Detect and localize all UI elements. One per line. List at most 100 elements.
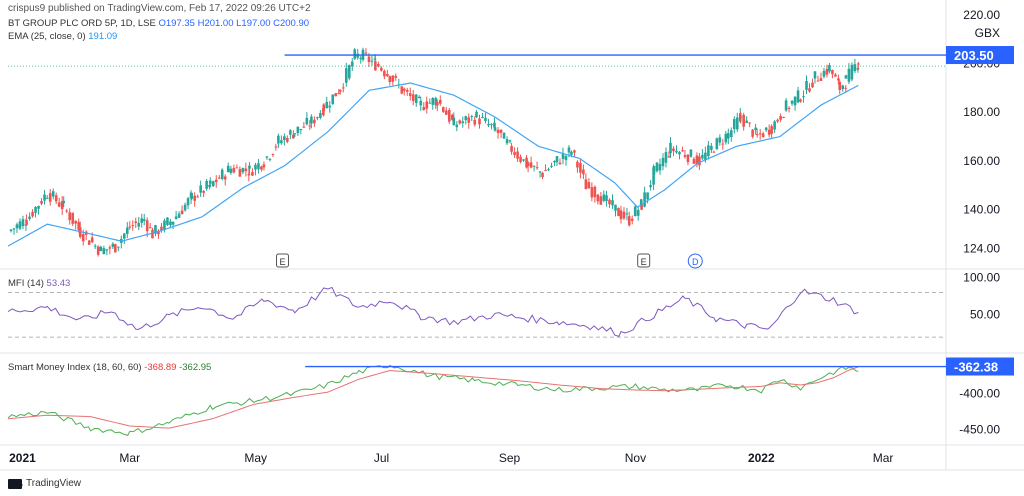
candle-body [508,140,512,142]
candle-body [715,138,719,150]
candle-body [359,57,363,59]
smi-tick-label: -450.00 [959,423,1000,437]
candle-body [630,218,634,221]
footer-brand: TradingView [26,478,82,489]
candle-body [325,101,329,109]
candle-body [93,245,97,247]
candle-body [761,133,765,138]
candle-body [148,227,152,229]
candle-body [160,226,163,231]
event-marker-label: D [692,257,699,267]
candle-body [163,220,166,230]
candle-body [328,105,332,108]
candle-body [493,127,497,131]
candle-body [220,169,224,179]
ema-label: EMA (25, close, 0) [8,31,86,42]
price-tag-label: 203.50 [954,48,994,63]
candle-body [735,117,739,130]
candle-body [292,134,295,139]
candle-body [171,221,175,225]
candle-body [484,117,487,121]
candle-body [296,126,300,134]
candle-body [196,196,199,198]
smi-tag-label: -362.38 [954,360,998,375]
ohlc-close: C200.90 [273,18,310,29]
candle-body [652,166,656,175]
candle-body [322,104,326,112]
candle-body [254,164,257,170]
candle-body [114,244,117,253]
candle-body [710,145,713,150]
candle-body [729,130,733,138]
candle-body [593,186,597,198]
candle-body [350,61,354,67]
candle-body [633,206,637,217]
time-tick-label: May [244,451,267,465]
candle-body [655,162,659,172]
candle-body [510,146,513,152]
candle-body [658,164,662,171]
candle-body [784,100,788,111]
ema-line [7,82,859,247]
symbol-legend: BT GROUP PLC ORD 5P, 1D, LSE O197.35 H20… [8,18,309,29]
candle-body [434,98,438,106]
candle-body [579,162,582,173]
candle-body [131,225,135,227]
candle-body [458,120,462,124]
candle-body [435,101,439,106]
candle-body [383,71,386,77]
candle-body [81,234,85,242]
candle-body [739,116,742,118]
candle-body [229,168,233,173]
candle-body [313,119,316,124]
candle-body [37,205,40,209]
candle-body [438,99,442,104]
candle-body [174,216,178,219]
candle-body [649,185,652,188]
candle-body [605,195,608,202]
candle-body [850,64,854,80]
price-tick-label: 140.00 [963,203,1000,217]
candle-body [134,221,138,223]
candle-body [244,168,248,172]
candle-body [726,133,730,139]
candle-body [74,220,77,224]
candle-body [773,121,776,130]
candle-body [102,248,106,254]
candle-body [177,213,181,218]
candle-body [232,168,236,173]
candle-body [805,81,808,90]
candle-body [43,194,46,201]
candle-body [502,132,506,139]
candle-body [166,217,169,225]
candle-body [519,156,522,162]
candle-body [364,52,368,54]
ema-legend: EMA (25, close, 0) 191.09 [8,31,117,42]
candle-body [183,204,187,211]
candle-body [370,60,374,62]
candle-body [790,100,794,104]
candle-body [678,152,681,155]
candle-body [782,116,785,118]
candle-body [286,137,289,142]
candle-body [400,86,404,94]
candle-body [516,151,519,159]
price-tick-label: 124.00 [963,242,1000,256]
candle-body [672,148,675,152]
candle-body [499,129,503,133]
mfi-label: MFI (14) [8,278,44,289]
candle-body [838,82,842,90]
candle-body [408,93,412,97]
candle-body [602,194,606,201]
candle-body [444,110,448,115]
candle-body [199,185,202,193]
candle-body [464,116,468,121]
candle-body [847,68,851,82]
smi-value-2: -362.95 [179,362,212,373]
candle-body [831,69,834,75]
candle-body [695,155,699,165]
candle-body [669,142,672,154]
candle-body [223,176,227,180]
candle-body [353,49,357,59]
candle-body [857,63,860,65]
